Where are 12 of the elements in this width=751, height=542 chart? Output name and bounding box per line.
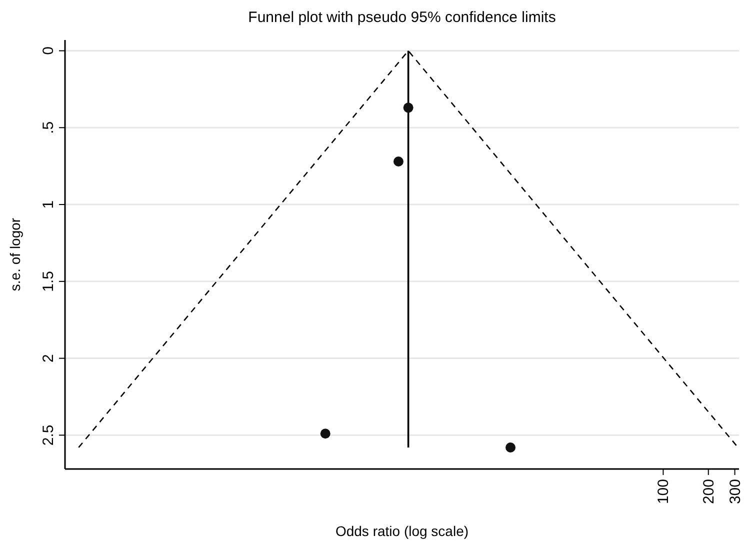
y-tick-label: 2.5	[40, 424, 57, 446]
y-tick-label: .5	[40, 121, 57, 134]
x-tick-label: 300	[726, 479, 744, 504]
y-tick-label: 2	[40, 354, 57, 362]
x-tick-label: 100	[655, 479, 672, 504]
y-tick-label: 0	[40, 46, 57, 55]
y-axis-title: s.e. of logor	[7, 218, 23, 292]
x-axis-title: Odds ratio (log scale)	[335, 523, 469, 539]
chart-title: Funnel plot with pseudo 95% confidence limits	[248, 9, 556, 26]
x-tick-label: 200	[700, 479, 718, 504]
y-tick-label: 1.5	[40, 270, 57, 292]
y-tick-label: 1	[40, 200, 57, 209]
